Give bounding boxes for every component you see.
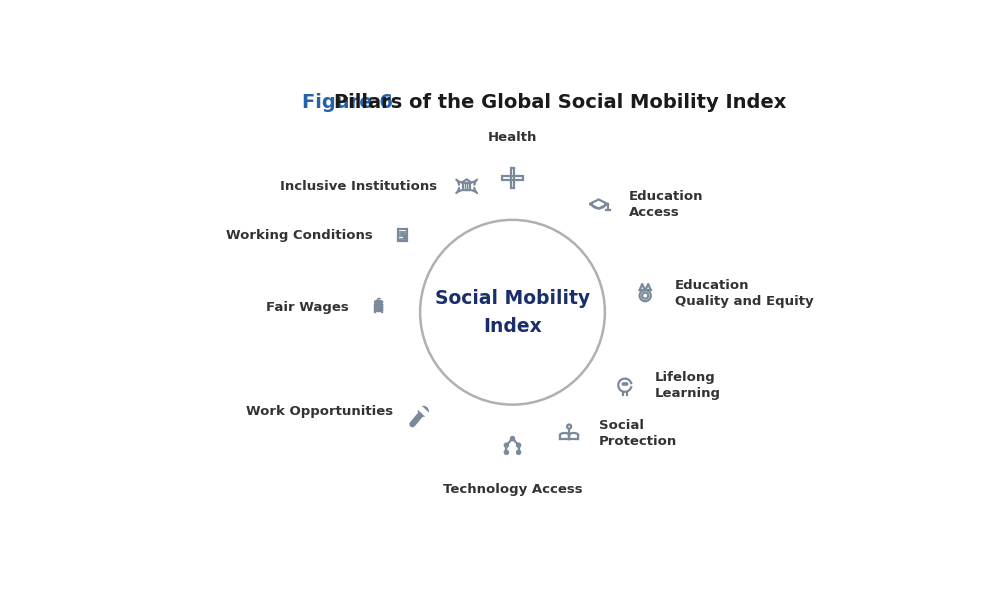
Text: Education
Quality and Equity: Education Quality and Equity <box>675 279 814 308</box>
Text: Technology Access: Technology Access <box>443 483 582 496</box>
Text: Lifelong
Learning: Lifelong Learning <box>655 371 721 400</box>
Text: Education
Access: Education Access <box>629 190 703 220</box>
Text: Inclusive Institutions: Inclusive Institutions <box>280 180 437 193</box>
Text: Health: Health <box>488 131 537 143</box>
Text: Social Mobility
Index: Social Mobility Index <box>435 289 590 336</box>
Text: Fair Wages: Fair Wages <box>266 301 349 314</box>
Text: Working Conditions: Working Conditions <box>226 229 373 242</box>
Text: Figure 6: Figure 6 <box>302 93 400 112</box>
Text: Pillars of the Global Social Mobility Index: Pillars of the Global Social Mobility In… <box>334 93 786 112</box>
Text: Social
Protection: Social Protection <box>599 419 677 448</box>
Text: Work Opportunities: Work Opportunities <box>246 406 393 418</box>
Text: $: $ <box>376 298 382 307</box>
